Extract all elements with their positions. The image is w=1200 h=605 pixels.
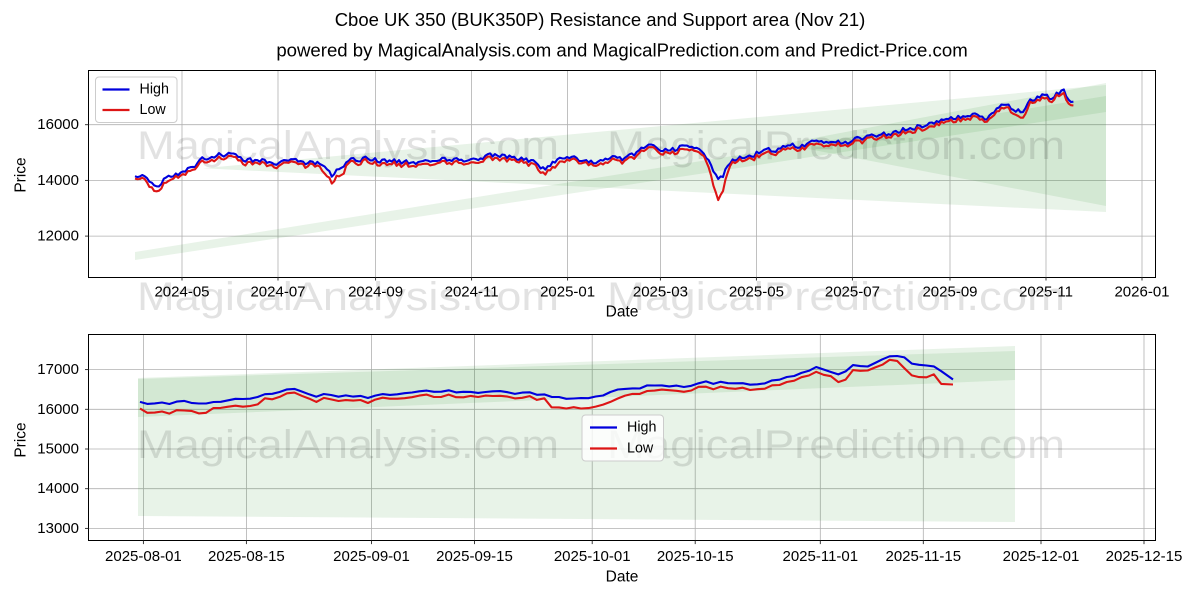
- svg-text:12000: 12000: [37, 228, 79, 245]
- svg-text:2024-05: 2024-05: [154, 284, 209, 301]
- svg-text:16000: 16000: [37, 116, 79, 133]
- svg-text:2025-10-01: 2025-10-01: [554, 548, 631, 565]
- svg-text:2026-01: 2026-01: [1114, 284, 1169, 301]
- svg-text:High: High: [140, 82, 169, 98]
- svg-text:Cboe UK 350 (BUK350P) Resistan: Cboe UK 350 (BUK350P) Resistance and Sup…: [335, 9, 866, 30]
- svg-text:MagicalAnalysis.com: MagicalAnalysis.com: [137, 275, 559, 319]
- svg-text:2025-05: 2025-05: [729, 284, 784, 301]
- svg-text:Price: Price: [13, 157, 30, 192]
- svg-text:High: High: [627, 420, 656, 436]
- svg-text:Price: Price: [13, 422, 30, 457]
- svg-text:2025-08-15: 2025-08-15: [208, 548, 285, 565]
- svg-text:15000: 15000: [37, 441, 79, 458]
- svg-text:2024-09: 2024-09: [348, 284, 403, 301]
- svg-text:2025-09-01: 2025-09-01: [333, 548, 410, 565]
- svg-text:16000: 16000: [37, 401, 79, 418]
- svg-text:Date: Date: [606, 569, 639, 586]
- svg-text:2025-03: 2025-03: [633, 284, 688, 301]
- svg-text:MagicalAnalysis.com: MagicalAnalysis.com: [137, 423, 559, 467]
- svg-text:2025-10-15: 2025-10-15: [657, 548, 734, 565]
- svg-text:2025-01: 2025-01: [540, 284, 595, 301]
- svg-text:2025-12-15: 2025-12-15: [1106, 548, 1183, 565]
- svg-text:13000: 13000: [37, 520, 79, 537]
- svg-text:powered by MagicalAnalysis.com: powered by MagicalAnalysis.com and Magic…: [276, 40, 967, 61]
- svg-text:17000: 17000: [37, 361, 79, 378]
- svg-text:MagicalPrediction.com: MagicalPrediction.com: [607, 423, 1065, 467]
- svg-text:2025-08-01: 2025-08-01: [105, 548, 182, 565]
- svg-text:Low: Low: [627, 441, 654, 457]
- svg-text:Date: Date: [606, 304, 639, 321]
- svg-text:MagicalPrediction.com: MagicalPrediction.com: [607, 275, 1065, 319]
- svg-text:2025-09: 2025-09: [922, 284, 977, 301]
- svg-text:2025-11: 2025-11: [1019, 284, 1073, 301]
- svg-text:2024-07: 2024-07: [250, 284, 305, 301]
- svg-text:2025-11-01: 2025-11-01: [782, 548, 858, 565]
- svg-text:2025-11-15: 2025-11-15: [885, 548, 961, 565]
- svg-text:2025-12-01: 2025-12-01: [1003, 548, 1080, 565]
- svg-text:2025-09-15: 2025-09-15: [436, 548, 513, 565]
- svg-text:2024-11: 2024-11: [445, 284, 499, 301]
- svg-text:2025-07: 2025-07: [825, 284, 880, 301]
- svg-text:14000: 14000: [37, 172, 79, 189]
- svg-text:14000: 14000: [37, 480, 79, 497]
- svg-text:Low: Low: [140, 102, 167, 118]
